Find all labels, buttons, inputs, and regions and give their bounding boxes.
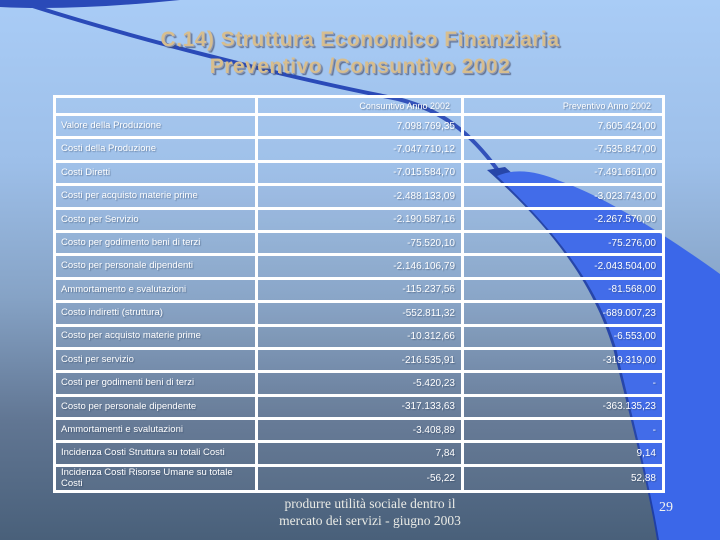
preventivo-value: -2.043.504,00 xyxy=(464,256,662,280)
row-label: Costo indiretti (struttura) xyxy=(56,303,258,327)
preventivo-value: -81.568,00 xyxy=(464,279,662,304)
preventivo-value: -7.491.661,00 xyxy=(464,162,662,187)
preventivo-value: -319.319,00 xyxy=(464,349,662,374)
preventivo-value: -2.267.570,00 xyxy=(464,209,662,233)
financial-table: Consuntivo Anno 2002 Preventivo Anno 200… xyxy=(53,95,665,494)
consuntivo-value: -10.312,66 xyxy=(258,326,464,350)
consuntivo-value: -56,22 xyxy=(258,466,464,491)
consuntivo-value: -2.190.587,16 xyxy=(258,209,464,233)
consuntivo-value: 7,84 xyxy=(258,443,464,467)
consuntivo-value: -2.488.133,09 xyxy=(258,186,464,210)
preventivo-value: -3.023.743,00 xyxy=(464,186,662,210)
row-label: Costi Diretti xyxy=(56,162,258,187)
table-grid: Consuntivo Anno 2002 Preventivo Anno 200… xyxy=(56,98,662,491)
consuntivo-value: -2.146.106,79 xyxy=(258,256,464,280)
row-label: Costo per personale dipendente xyxy=(56,396,258,421)
preventivo-value: -75.276,00 xyxy=(464,232,662,257)
row-label: Costi per servizio xyxy=(56,349,258,374)
page-number: 29 xyxy=(659,500,673,515)
row-label: Costo per godimento beni di terzi xyxy=(56,232,258,257)
preventivo-value: -363.135,23 xyxy=(464,396,662,421)
consuntivo-value: -552.811,32 xyxy=(258,303,464,327)
preventivo-value: 9,14 xyxy=(464,443,662,467)
consuntivo-value: -3.408,89 xyxy=(258,420,464,444)
consuntivo-value: -7.015.584,70 xyxy=(258,162,464,187)
footer-line1: produrre utilità sociale dentro il xyxy=(284,496,456,511)
preventivo-value: 7.605.424,00 xyxy=(464,116,662,140)
row-label: Valore della Produzione xyxy=(56,116,258,140)
row-label: Ammortamenti e svalutazioni xyxy=(56,420,258,444)
top-edge-curve xyxy=(0,0,180,9)
row-label: Costo per acquisto materie prime xyxy=(56,326,258,350)
preventivo-value: 52,88 xyxy=(464,466,662,491)
header-consuntivo: Consuntivo Anno 2002 xyxy=(258,98,464,116)
preventivo-value: - xyxy=(464,420,662,444)
consuntivo-value: -317.133,63 xyxy=(258,396,464,421)
slide-title-line1: C.14) Struttura Economico Finanziaria xyxy=(160,28,560,51)
header-preventivo: Preventivo Anno 2002 xyxy=(464,98,662,116)
footer-line2: mercato dei servizi - giugno 2003 xyxy=(279,512,461,528)
row-label: Ammortamento e svalutazioni xyxy=(56,279,258,304)
consuntivo-value: 7.098.769,35 xyxy=(258,116,464,140)
consuntivo-value: -7.047.710,12 xyxy=(258,139,464,163)
consuntivo-value: -5.420,23 xyxy=(258,373,464,397)
row-label: Costo per Servizio xyxy=(56,209,258,233)
consuntivo-value: -75.520,10 xyxy=(258,232,464,257)
slide-title-line2: Preventivo /Consuntivo 2002 xyxy=(209,55,511,78)
slide-title: C.14) Struttura Economico Finanziaria Pr… xyxy=(5,26,715,80)
row-label: Costi per acquisto materie prime xyxy=(56,186,258,210)
slide-footer: produrre utilità sociale dentro il merca… xyxy=(220,496,520,529)
consuntivo-value: -216.535,91 xyxy=(258,349,464,374)
preventivo-value: - xyxy=(464,373,662,397)
row-label: Costi della Produzione xyxy=(56,139,258,163)
row-label: Incidenza Costi Risorse Umane su totale … xyxy=(56,466,258,491)
consuntivo-value: -115.237,56 xyxy=(258,279,464,304)
row-label: Costo per personale dipendenti xyxy=(56,256,258,280)
row-label: Costi per godimenti beni di terzi xyxy=(56,373,258,397)
preventivo-value: -6.553,00 xyxy=(464,326,662,350)
header-empty-cell xyxy=(56,98,258,116)
preventivo-value: -7.535.847,00 xyxy=(464,139,662,163)
row-label: Incidenza Costi Struttura su totali Cost… xyxy=(56,443,258,467)
preventivo-value: -689.007,23 xyxy=(464,303,662,327)
